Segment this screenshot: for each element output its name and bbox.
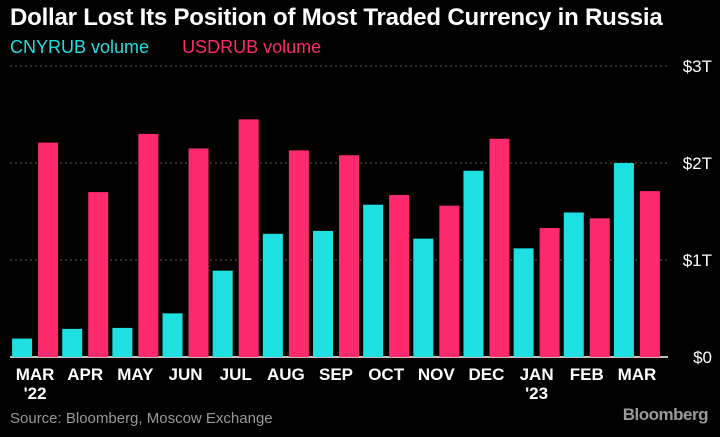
x-tick-label: APR: [67, 365, 103, 384]
x-tick-label: MAR: [16, 365, 55, 384]
bar-usdrub: [88, 192, 109, 357]
bar-cnyrub: [313, 230, 333, 357]
y-axis: $0 $1T $2T $3T: [683, 57, 712, 367]
bar-usdrub: [489, 138, 510, 357]
bar-usdrub: [288, 150, 309, 357]
x-tick-label: SEP: [319, 365, 353, 384]
x-tick-label: MAY: [117, 365, 154, 384]
x-tick-label: JUL: [220, 365, 252, 384]
bar-cnyrub: [563, 212, 584, 357]
bar-cnyrub: [12, 338, 33, 357]
bars: [12, 119, 660, 357]
x-tick-label: MAR: [618, 365, 657, 384]
chart-title: Dollar Lost Its Position of Most Traded …: [10, 4, 663, 31]
bar-cnyrub: [413, 238, 434, 357]
bar-cnyrub: [62, 328, 83, 357]
bar-usdrub: [188, 148, 209, 357]
bar-usdrub: [539, 227, 560, 357]
y-tick-label: $1T: [683, 251, 712, 270]
x-tick-label: NOV: [418, 365, 456, 384]
legend: CNYRUB volume USDRUB volume: [10, 37, 349, 58]
bar-cnyrub: [112, 327, 133, 357]
bar-cnyrub: [363, 204, 384, 357]
x-tick-label: FEB: [570, 365, 604, 384]
bar-usdrub: [439, 205, 460, 357]
bar-usdrub: [389, 195, 410, 357]
x-tick-label: OCT: [368, 365, 405, 384]
legend-cnyrub: CNYRUB volume: [10, 37, 150, 57]
bar-cnyrub: [162, 313, 183, 357]
bar-usdrub: [639, 191, 660, 357]
x-tick-label: JUN: [169, 365, 203, 384]
bar-cnyrub: [262, 233, 283, 357]
bar-usdrub: [38, 142, 59, 357]
x-tick-label: DEC: [469, 365, 505, 384]
bar-cnyrub: [463, 170, 484, 357]
bar-cnyrub: [212, 270, 233, 357]
bloomberg-logo: Bloomberg: [622, 405, 709, 424]
y-tick-label: $0: [693, 348, 712, 367]
source-note: Source: Bloomberg, Moscow Exchange: [10, 410, 273, 427]
bar-usdrub: [238, 119, 259, 357]
y-tick-label: $2T: [683, 154, 712, 173]
bar-cnyrub: [513, 248, 534, 357]
bar-usdrub: [138, 133, 159, 357]
x-tick-label: JAN: [520, 365, 554, 384]
bar-usdrub: [339, 155, 359, 357]
bar-usdrub: [589, 218, 610, 357]
x-tick-label: '22: [24, 384, 47, 403]
bar-cnyrub: [613, 163, 634, 357]
x-tick-label: AUG: [267, 365, 305, 384]
legend-usdrub: USDRUB volume: [182, 37, 322, 57]
x-tick-label: '23: [525, 384, 548, 403]
y-tick-label: $3T: [683, 57, 712, 76]
